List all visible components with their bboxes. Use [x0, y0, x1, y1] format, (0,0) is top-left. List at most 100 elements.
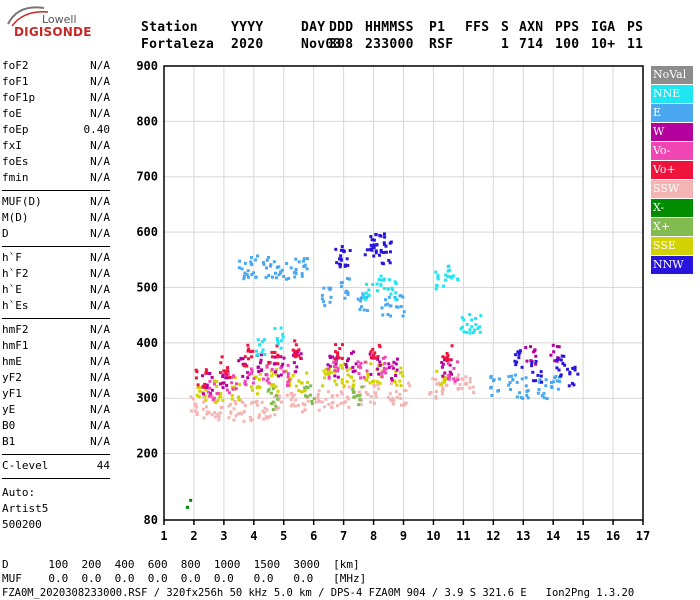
data-point [465, 322, 469, 326]
data-point [468, 386, 472, 390]
data-point [200, 390, 204, 394]
data-point [384, 371, 388, 375]
data-point [375, 282, 379, 286]
data-point [237, 359, 241, 363]
data-point [215, 379, 219, 383]
x-tick-label: 6 [310, 529, 317, 543]
data-point [280, 268, 284, 272]
data-point [340, 280, 344, 284]
param-name: h`E [2, 283, 22, 296]
data-point [362, 308, 366, 312]
legend-item-nnw: NNW [651, 256, 693, 274]
param-name: hmE [2, 355, 22, 368]
param-name: B0 [2, 419, 16, 432]
header-label-11: PS [627, 20, 644, 35]
data-point [365, 248, 369, 252]
data-point [563, 363, 567, 367]
data-point [269, 369, 273, 373]
data-point [376, 387, 380, 391]
data-point [323, 304, 327, 308]
data-point [559, 374, 563, 378]
data-point [234, 382, 238, 386]
data-point [566, 367, 570, 371]
data-point [342, 362, 346, 366]
data-point [474, 323, 478, 327]
data-point [249, 260, 253, 264]
data-point [513, 359, 517, 363]
data-point [219, 361, 223, 365]
data-point [399, 366, 403, 370]
data-point [298, 356, 302, 360]
param-name: M(D) [2, 211, 29, 224]
data-point [249, 385, 253, 389]
data-point [436, 276, 440, 280]
data-point [338, 265, 342, 269]
data-point [339, 254, 343, 258]
data-point [252, 377, 256, 381]
data-point [353, 369, 357, 373]
data-point [366, 393, 370, 397]
data-point [212, 396, 216, 400]
data-point [227, 404, 231, 408]
x-tick-label: 13 [516, 529, 530, 543]
data-point [322, 286, 326, 290]
header-value-2: Nov03 [301, 37, 342, 52]
data-point [521, 396, 525, 400]
data-point [265, 408, 269, 412]
data-point [320, 293, 324, 297]
param-row: yE N/A [2, 402, 110, 418]
data-point [372, 243, 376, 247]
data-point [258, 372, 262, 376]
data-point [442, 380, 446, 384]
data-point [275, 338, 279, 342]
data-point [294, 370, 298, 374]
data-point [284, 277, 288, 281]
data-point [265, 379, 269, 383]
data-point [549, 353, 553, 357]
param-value: 44 [96, 459, 110, 472]
data-point [387, 362, 391, 366]
data-point [508, 381, 512, 385]
data-point [393, 380, 397, 384]
data-point [250, 355, 254, 359]
data-point [342, 250, 346, 254]
polarization-legend: NoVal NNE E W Vo- Vo+ SSW X- X+ SSE NNW [651, 66, 693, 275]
data-point [310, 399, 314, 403]
data-point [229, 402, 233, 406]
data-point [445, 374, 449, 378]
data-point [262, 411, 266, 415]
data-point [243, 355, 247, 359]
data-point [242, 364, 246, 368]
data-point [334, 361, 338, 365]
data-point [347, 385, 351, 389]
param-name: hmF1 [2, 339, 29, 352]
data-point [518, 349, 522, 353]
data-point [454, 376, 458, 380]
data-point [355, 394, 359, 398]
data-point [262, 262, 266, 266]
param-row: D N/A [2, 226, 110, 242]
data-point [193, 409, 197, 413]
data-point [260, 340, 264, 344]
data-point [282, 356, 286, 360]
data-point [275, 265, 279, 269]
data-point [389, 314, 393, 318]
data-point [468, 377, 472, 381]
data-point [570, 381, 574, 385]
data-point [340, 392, 344, 396]
param-row: hmF2 N/A [2, 322, 110, 338]
data-point [242, 277, 246, 281]
data-point [331, 394, 335, 398]
data-point [369, 395, 373, 399]
data-point [540, 394, 544, 398]
data-point [366, 375, 370, 379]
param-separator [2, 318, 110, 319]
data-point [274, 404, 278, 408]
autoscaling-info: Auto: Artist5 500200 [2, 485, 48, 533]
legend-item-x: X+ [651, 218, 693, 236]
data-point [517, 352, 521, 356]
data-point [510, 374, 514, 378]
data-point [335, 356, 339, 360]
data-point [513, 373, 517, 377]
data-point [300, 390, 304, 394]
